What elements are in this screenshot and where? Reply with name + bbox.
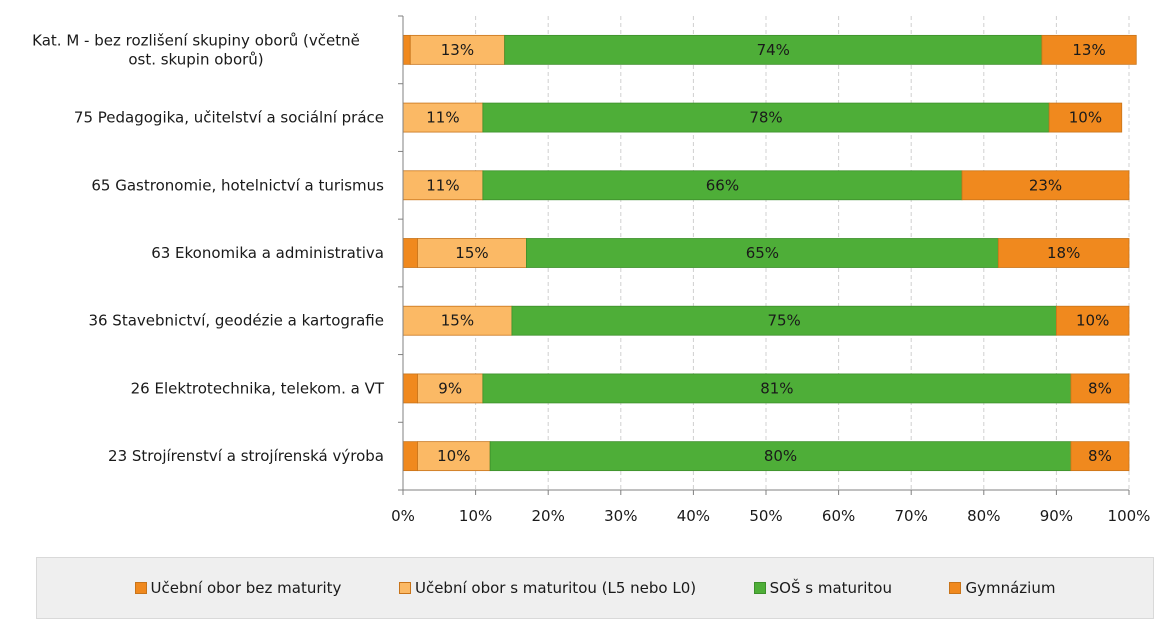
bar-segment xyxy=(526,238,999,268)
data-label: 81% xyxy=(760,379,793,397)
category-label: Kat. M - bez rozlišení skupiny oborů (vč… xyxy=(32,31,360,68)
x-tick-label: 30% xyxy=(604,507,637,525)
legend-item: Učební obor bez maturity xyxy=(134,579,342,597)
x-tick-label: 90% xyxy=(1040,507,1073,525)
x-tick-label: 50% xyxy=(749,507,782,525)
data-label: 10% xyxy=(1076,312,1109,330)
bar-segment xyxy=(402,305,513,336)
data-label: 74% xyxy=(757,41,790,59)
category-label: 26 Elektrotechnika, telekom. a VT xyxy=(131,379,385,397)
bar-segment xyxy=(402,170,484,201)
bar-segment xyxy=(482,373,1072,404)
bar-segment xyxy=(417,441,491,472)
legend-label: Gymnázium xyxy=(965,579,1056,597)
bar-segment xyxy=(417,238,527,268)
bar-segment xyxy=(1048,102,1123,133)
data-label: 13% xyxy=(441,41,474,59)
data-label: 75% xyxy=(767,312,800,330)
bar-segment xyxy=(402,34,411,65)
category-label: 36 Stavebnictví, geodézie a kartografie xyxy=(88,312,384,330)
bar-segment xyxy=(482,170,963,201)
data-label: 8% xyxy=(1088,447,1112,465)
data-label: 66% xyxy=(706,176,739,194)
bar-segment xyxy=(511,305,1057,336)
legend-label: SOŠ s maturitou xyxy=(769,579,892,597)
legend-label: Učební obor s maturitou (L5 nebo L0) xyxy=(414,579,697,597)
x-tick-label: 80% xyxy=(967,507,1000,525)
bar-segment xyxy=(482,102,1050,133)
data-label: 8% xyxy=(1088,379,1112,397)
legend-item: Učební obor s maturitou (L5 nebo L0) xyxy=(398,579,697,597)
data-label: 65% xyxy=(746,244,779,262)
data-label: 15% xyxy=(455,244,488,262)
bar-segment xyxy=(1070,373,1130,404)
data-label: 15% xyxy=(441,312,474,330)
bar-segment xyxy=(961,170,1130,201)
legend-swatch xyxy=(753,582,766,594)
x-tick-label: 70% xyxy=(895,507,928,525)
category-label: 23 Strojírenství a strojírenská výroba xyxy=(108,447,384,465)
data-label: 11% xyxy=(426,176,459,194)
data-label: 13% xyxy=(1072,41,1105,59)
bar-segment xyxy=(402,441,418,472)
data-label: 80% xyxy=(764,447,797,465)
x-tick-label: 40% xyxy=(677,507,710,525)
legend-item: SOŠ s maturitou xyxy=(753,579,892,597)
bar-segment xyxy=(489,441,1072,472)
legend-label: Učební obor bez maturity xyxy=(150,579,342,597)
bar-segment xyxy=(997,238,1130,268)
legend-item: Gymnázium xyxy=(949,579,1055,597)
legend-swatch xyxy=(398,582,411,594)
bar-segment xyxy=(1056,305,1130,336)
bar-segment xyxy=(417,373,484,404)
category-label: 63 Ekonomika a administrativa xyxy=(151,244,384,262)
x-tick-label: 100% xyxy=(1108,507,1151,525)
x-tick-label: 60% xyxy=(822,507,855,525)
chart-legend: Učební obor bez maturity Učební obor s ma… xyxy=(36,557,1154,619)
stacked-bar-chart: 13% 74% 13% Kat. M - bez rozlišení skupiny … xyxy=(32,15,1151,525)
x-tick-label: 10% xyxy=(459,507,492,525)
legend-swatch xyxy=(949,582,962,594)
x-tick-label: 20% xyxy=(532,507,565,525)
x-tick-label: 0% xyxy=(391,507,415,525)
data-label: 11% xyxy=(426,109,459,127)
data-label: 10% xyxy=(437,447,470,465)
data-label: 23% xyxy=(1029,176,1062,194)
bar-segment xyxy=(1070,441,1130,472)
category-label: 75 Pedagogika, učitelství a sociální prá… xyxy=(74,109,384,127)
data-label: 18% xyxy=(1047,244,1080,262)
bar-segment xyxy=(402,238,418,268)
bar-segment xyxy=(1041,34,1137,65)
bar-segment xyxy=(402,373,418,404)
category-label: 65 Gastronomie, hotelnictví a turismus xyxy=(91,176,384,194)
data-label: 10% xyxy=(1069,109,1102,127)
legend-swatch xyxy=(134,582,147,594)
data-label: 78% xyxy=(749,109,782,127)
data-label: 9% xyxy=(438,379,462,397)
bar-segment xyxy=(504,34,1043,65)
